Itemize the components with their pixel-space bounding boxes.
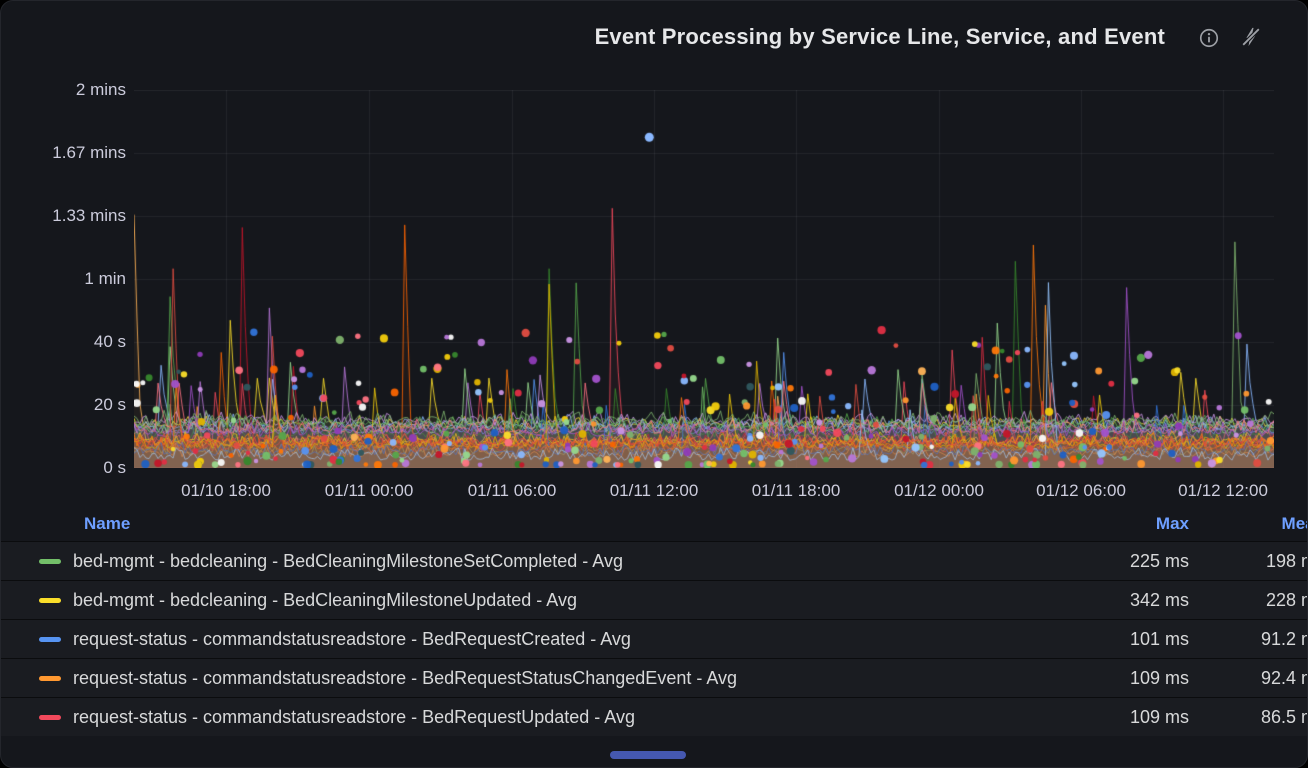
x-axis-tick: 01/11 00:00 [324,481,414,500]
legend-header-name[interactable]: Name [84,514,131,533]
y-axis-tick: 0 s [103,458,126,477]
series-max: 109 ms [1129,667,1189,688]
x-axis-tick: 01/11 18:00 [751,481,841,500]
series-mean: 86.5 ms [1260,706,1307,727]
info-circle-icon[interactable] [1198,27,1220,49]
series-mean: 92.4 ms [1260,667,1307,688]
series-mean: 91.2 ms [1260,628,1307,649]
series-max: 101 ms [1129,628,1189,649]
legend-header-max[interactable]: Max [1155,514,1189,533]
series-name: request-status - commandstatusreadstore … [73,706,635,727]
y-axis-tick: 1.67 mins [52,143,126,162]
x-axis-tick: 01/10 18:00 [181,481,271,500]
x-axis-tick: 01/12 00:00 [894,481,984,500]
y-axis-tick: 20 s [93,395,126,414]
series-max: 225 ms [1129,550,1189,571]
x-axis-tick: 01/12 12:00 [1178,481,1268,500]
lightning-slash-icon[interactable] [1240,26,1262,48]
legend-row[interactable]: request-status - commandstatusreadstore … [1,619,1307,658]
y-axis-tick: 2 mins [75,80,126,99]
series-name: request-status - commandstatusreadstore … [73,628,631,649]
series-max: 109 ms [1129,706,1189,727]
y-axis-tick: 1 min [84,269,126,288]
x-axis-tick: 01/11 06:00 [467,481,557,500]
legend-header-row: Name Max Mean [1,507,1307,541]
x-axis-tick: 01/12 06:00 [1036,481,1126,500]
x-axis-tick: 01/11 12:00 [609,481,699,500]
series-color-swatch [39,714,61,720]
legend-row[interactable]: request-status - commandstatusreadstore … [1,697,1307,736]
series-max: 342 ms [1129,589,1189,610]
series-color-swatch [39,675,61,681]
y-axis-tick: 1.33 mins [52,206,126,225]
legend-header-mean[interactable]: Mean [1281,514,1307,533]
series-mean: 198 ms [1265,550,1307,571]
series-name: bed-mgmt - bedcleaning - BedCleaningMile… [73,550,623,571]
series-color-swatch [39,558,61,564]
y-axis-tick: 40 s [93,332,126,351]
series-color-swatch [39,597,61,603]
horizontal-scrollbar-thumb[interactable] [610,751,686,759]
panel-title[interactable]: Event Processing by Service Line, Servic… [594,24,1165,49]
legend-row[interactable]: bed-mgmt - bedcleaning - BedCleaningMile… [1,580,1307,619]
legend-row[interactable]: request-status - commandstatusreadstore … [1,658,1307,697]
legend-table: Name Max Mean bed-mgmt - bedcleaning - B… [1,507,1307,736]
legend-row[interactable]: bed-mgmt - bedcleaning - BedCleaningMile… [1,541,1307,580]
series-color-swatch [39,636,61,642]
series-name: request-status - commandstatusreadstore … [73,667,738,688]
time-series-chart[interactable] [134,90,1274,468]
series-name: bed-mgmt - bedcleaning - BedCleaningMile… [73,589,577,610]
series-mean: 228 ms [1265,589,1307,610]
